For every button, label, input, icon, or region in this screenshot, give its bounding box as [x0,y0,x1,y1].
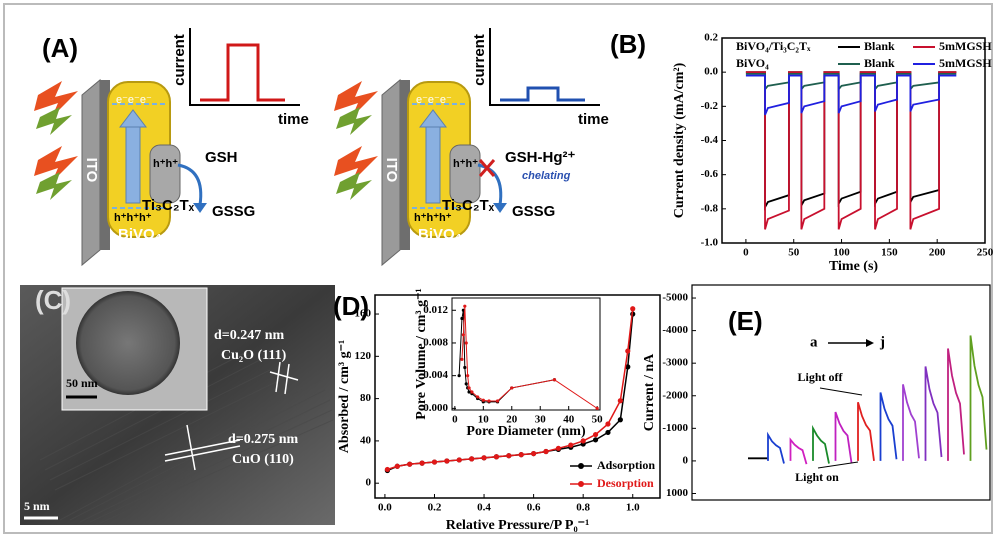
y-tick-label: -3000 [662,357,688,369]
legend-label: Blank [864,56,895,70]
x-tick-label: 0 [452,414,458,426]
graph-y-label: current [171,34,188,86]
panel-label: (E) [728,306,763,336]
y-tick-label: 80 [360,392,372,404]
crystal-plane: Cu₂O (111) [221,348,287,363]
y-axis-title: Current density (mA/cm²) [672,62,687,218]
x-tick-label: 250 [977,247,994,259]
crystal-plane: CuO (110) [232,452,294,467]
electrons: e⁻e⁻e⁻ [116,94,152,106]
ti3c2tx-block [450,145,480,203]
y-tick-label: -0.4 [701,134,719,146]
y-tick-label: -0.6 [701,168,719,180]
note: chelating [522,170,571,182]
legend-marker [578,481,584,487]
y-tick-label: 40 [360,434,372,446]
photoanode-label: BiVO₄ [418,226,462,243]
x-axis-title: Relative Pressure/P P₀⁻¹ [446,518,590,533]
x-tick-label: 50 [788,247,800,259]
y-tick-label: 0.0 [704,66,718,78]
holes: h⁺h⁺ [453,158,478,170]
figure: d=0.247 nm Cu₂O (111) d=0.275 nm CuO (11… [0,0,997,538]
y-axis-title: Pore Volume / cm³ g⁻¹ [414,288,429,419]
y-tick-label: 0 [683,454,689,466]
electrode-label: ITO [83,158,100,183]
reactant-label: GSH-Hg²⁺ [505,149,575,166]
y-tick-label: 120 [355,350,372,362]
product-label: GSSG [212,203,255,220]
legend-marker [578,463,584,469]
photoanode-label: BiVO₄ [118,226,162,243]
x-tick-label: 0.4 [477,502,491,514]
electrons: e⁻e⁻e⁻ [416,94,452,106]
x-tick-label: 0.6 [527,502,541,514]
panel-label: (B) [610,29,646,59]
y-tick-label: -1.0 [701,237,719,249]
graph-x-label: time [578,111,609,128]
cocatalyst-label: Ti₃C₂Tₓ [442,197,495,214]
graph-y-label: current [471,34,488,86]
inset-bg [452,298,600,410]
holes: h⁺h⁺ [153,158,178,170]
x-tick-label: 1.0 [626,502,640,514]
y-tick-label: -5000 [662,292,688,304]
graph-x-label: time [278,111,309,128]
legend-group: BiVO₄ [736,56,769,70]
y-tick-label: -1000 [662,422,688,434]
x-tick-label: 100 [833,247,850,259]
product-label: GSSG [512,203,555,220]
legend-label: Adsorption [597,458,655,472]
y-axis-title: Current / nA [642,353,657,431]
reactant-label: GSH [205,149,238,166]
x-tick-label: 0.0 [378,502,392,514]
annotation: a [810,334,818,350]
lattice-spacing: d=0.247 nm [214,328,285,343]
y-tick-label: 0.2 [704,32,718,44]
y-tick-label: -0.2 [701,100,719,112]
legend-label: Blank [864,39,895,53]
x-tick-label: 200 [929,247,946,259]
charge-arrow [426,125,440,203]
y-tick-label: 1000 [666,487,689,499]
y-tick-label: -4000 [662,324,688,336]
x-axis-title: Pore Diameter (nm) [466,424,586,439]
y-tick-label: 160 [355,308,372,320]
charge-arrow [126,125,140,203]
x-tick-label: 50 [592,414,604,426]
scale-label: 5 nm [24,499,50,513]
x-axis-title: Time (s) [829,259,878,274]
x-tick-label: 0.2 [428,502,442,514]
annotation: Light on [795,470,839,484]
legend-label: 5mMGSH [939,39,992,53]
x-tick-label: 0 [743,247,749,259]
annotation: j [879,334,885,350]
inset-scale-label: 50 nm [66,376,98,390]
y-tick-label: -0.8 [701,202,719,214]
ti3c2tx-block [150,145,180,203]
panel-label: (A) [42,33,78,63]
legend-group: BiVO₄/Ti₃C₂Tₓ [736,39,811,53]
y-tick-label: 0 [366,477,372,489]
x-tick-label: 0.8 [576,502,590,514]
legend-label: 5mMGSH [939,56,992,70]
legend-label: Desorption [597,476,654,490]
lattice-spacing: d=0.275 nm [228,432,299,447]
panel-label: (C) [35,285,71,315]
y-axis-title: Absorbed / cm³ g⁻¹ [337,340,352,453]
x-tick-label: 150 [881,247,898,259]
annotation: Light off [798,370,844,384]
y-tick-label: -2000 [662,389,688,401]
electrode-label: ITO [383,158,400,183]
cocatalyst-label: Ti₃C₂Tₓ [142,197,195,214]
